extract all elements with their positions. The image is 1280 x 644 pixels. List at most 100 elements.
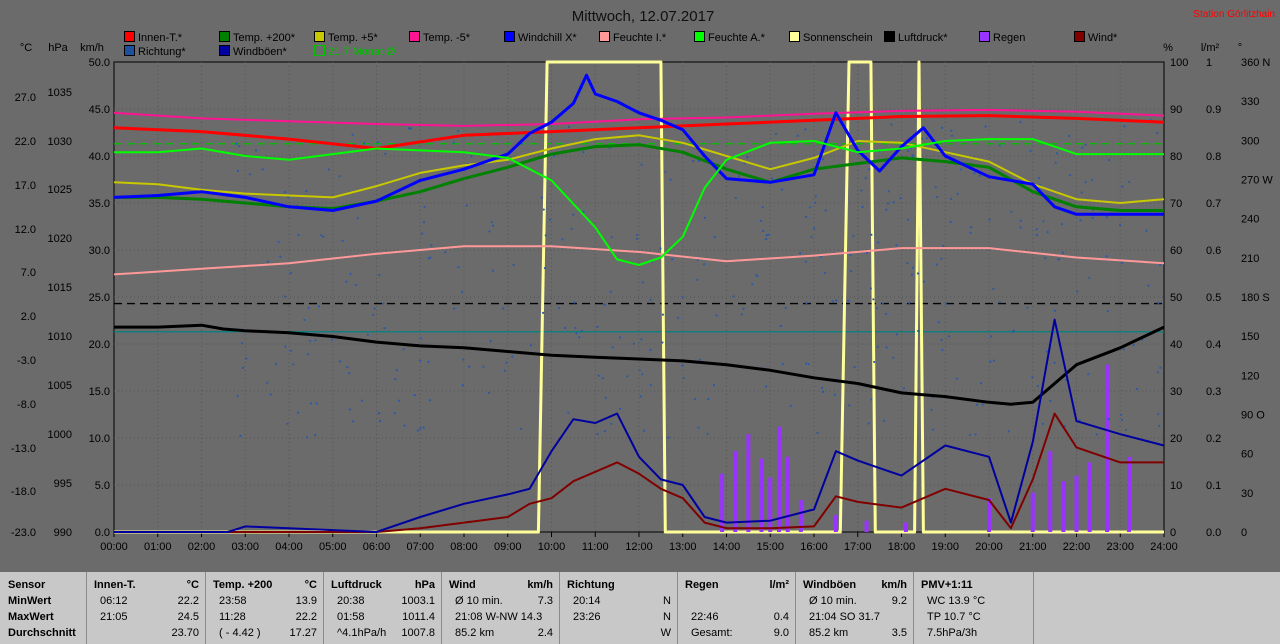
direction-dot [714,236,716,238]
direction-dot [976,404,978,406]
direction-dot [785,307,787,309]
direction-dot [815,195,817,197]
direction-dot [664,171,666,173]
percent-tick: 20 [1170,433,1182,445]
direction-dot [741,313,743,315]
direction-dot [290,349,292,351]
direction-dot [605,397,607,399]
direction-dot [643,430,645,432]
rain-bar [1048,451,1052,532]
direction-dot [907,150,909,152]
direction-dot [568,126,570,128]
direction-dot [430,244,432,246]
direction-dot [504,370,506,372]
legend-swatch [314,31,325,42]
direction-dot [877,241,879,243]
direction-dot [461,291,463,293]
direction-dot [357,217,359,219]
direction-dot [349,408,351,410]
direction-dot [969,434,971,436]
legend-label: Feuchte A.* [708,32,765,44]
legend-label: Windböen* [233,46,287,58]
stats-group: Wind km/h Ø 10 min. 7.3 21:08 W-NW 14.3 85.2 … [441,572,560,644]
direction-dot [1036,228,1038,230]
direction-dot [342,240,344,242]
direction-dot [610,291,612,293]
direction-dot [567,412,569,414]
direction-dot [1076,291,1078,293]
direction-dot [466,204,468,206]
direction-dot [511,356,513,358]
stats-cell: 01:58 [337,610,365,624]
celsius-tick: -8.0 [17,399,36,411]
x-tick-label: 06:00 [363,541,391,553]
direction-dot [530,344,532,346]
stats-cell: WC 13.9 °C [927,594,985,608]
direction-dot [775,133,777,135]
stats-cell: 7.5hPa/3h [927,626,977,640]
direction-dot [284,345,286,347]
direction-dot [1106,255,1108,257]
direction-dot [542,312,544,314]
lm2-tick: 0.2 [1206,433,1221,445]
direction-dot [883,420,885,422]
x-tick-label: 07:00 [406,541,434,553]
direction-dot [1056,152,1058,154]
direction-dot [713,384,715,386]
stats-value: 0.4 [774,610,789,624]
direction-dot [1044,257,1046,259]
legend-label: Richtung* [138,46,186,58]
rain-bar [1088,462,1092,532]
deg-tick: 210 [1241,253,1259,265]
direction-dot [860,189,862,191]
direction-dot [596,433,598,435]
direction-dot [1061,223,1063,225]
direction-dot [650,384,652,386]
stats-group-title: Wind [449,578,476,592]
direction-dot [604,304,606,306]
hpa-tick: 1030 [48,136,72,148]
stats-table: Sensor MinWert MaxWert Durchschnitt Innen-T.… [0,572,1280,644]
direction-dot [453,307,455,309]
stats-value: W [661,626,671,640]
direction-dot [677,317,679,319]
direction-dot [756,275,758,277]
direction-dot [309,340,311,342]
direction-dot [814,202,816,204]
direction-dot [377,141,379,143]
direction-dot [318,305,320,307]
legend-item: Feuchte I.* [599,31,666,44]
direction-dot [848,404,850,406]
deg-tick: 240 [1241,214,1259,226]
direction-dot [286,423,288,425]
direction-dot [428,257,430,259]
stats-cell: 23:26 [573,610,601,624]
direction-dot [782,363,784,365]
axis-unit-label: km/h [80,42,104,54]
stats-value: 3.5 [892,626,907,640]
celsius-tick: -23.0 [11,527,36,539]
direction-dot [642,281,644,283]
legend-label: Temp. +5* [328,32,378,44]
direction-dot [766,234,768,236]
direction-dot [694,398,696,400]
axis-unit-label: hPa [48,42,68,54]
direction-dot [297,234,299,236]
direction-dot [704,217,706,219]
rain-bar [786,457,790,532]
direction-dot [352,420,354,422]
x-tick-label: 21:00 [1019,541,1047,553]
direction-dot [732,295,734,297]
kmh-tick: 20.0 [89,339,110,351]
direction-dot [790,405,792,407]
direction-dot [1037,385,1039,387]
direction-dot [1042,423,1044,425]
direction-dot [314,339,316,341]
stats-group-title: Regen [685,578,719,592]
direction-dot [852,235,854,237]
stats-value: 17.27 [289,626,317,640]
direction-dot [892,201,894,203]
direction-dot [482,366,484,368]
direction-dot [703,263,705,265]
stats-cell: 21:05 [100,610,128,624]
